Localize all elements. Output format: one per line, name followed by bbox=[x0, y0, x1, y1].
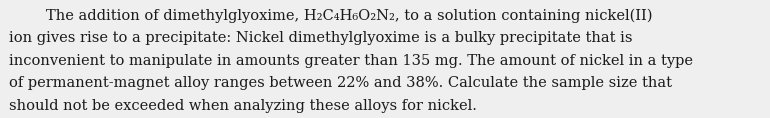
Text: inconvenient to manipulate in amounts greater than 135 mg. The amount of nickel : inconvenient to manipulate in amounts gr… bbox=[9, 54, 693, 68]
Text: The addition of dimethylglyoxime, H₂C₄H₆O₂N₂, to a solution containing nickel(II: The addition of dimethylglyoxime, H₂C₄H₆… bbox=[9, 8, 653, 23]
Text: should not be exceeded when analyzing these alloys for nickel.: should not be exceeded when analyzing th… bbox=[9, 99, 477, 113]
Text: ion gives rise to a precipitate: Nickel dimethylglyoxime is a bulky precipitate : ion gives rise to a precipitate: Nickel … bbox=[9, 31, 633, 45]
Text: of permanent-magnet alloy ranges between 22% and 38%. Calculate the sample size : of permanent-magnet alloy ranges between… bbox=[9, 76, 672, 90]
